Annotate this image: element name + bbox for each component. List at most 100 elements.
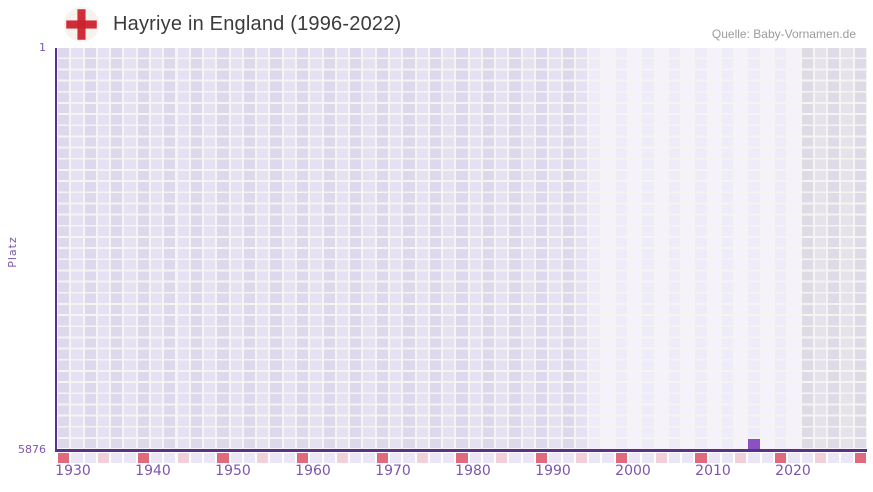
grid-column: [204, 48, 216, 450]
grid-column: [257, 48, 269, 450]
grid-column: [150, 48, 163, 450]
grid-column: [389, 48, 402, 450]
x-tick-label: 1950: [215, 463, 251, 479]
timeline-cell: [283, 453, 295, 463]
timeline-cell: [668, 453, 681, 463]
timeline-major-mark: [775, 453, 787, 463]
grid-column: [297, 48, 309, 450]
grid-column: [602, 48, 614, 450]
grid-column: [97, 48, 110, 450]
grid-column: [190, 48, 203, 450]
grid-column: [469, 48, 481, 450]
timeline-cell: [602, 453, 614, 463]
grid-column: [828, 48, 840, 450]
timeline-cell: [562, 453, 574, 463]
grid-column: [854, 48, 866, 450]
grid-column: [376, 48, 388, 450]
timeline-minor-mark: [496, 453, 508, 463]
timeline-cell: [761, 453, 774, 463]
grid-column: [814, 48, 827, 450]
timeline-major-mark: [456, 453, 468, 463]
grid-column: [429, 48, 442, 450]
timeline-cell: [310, 453, 322, 463]
timeline-cell: [628, 453, 641, 463]
grid-column: [748, 48, 760, 450]
timeline-minor-mark: [177, 453, 189, 463]
timeline-cell: [363, 453, 375, 463]
y-tick-bottom: 5876: [18, 443, 46, 456]
grid-column: [270, 48, 282, 450]
grid-column: [536, 48, 548, 450]
grid-column: [682, 48, 694, 450]
grid-column: [775, 48, 787, 450]
timeline-cell: [403, 453, 415, 463]
x-tick-label: 1970: [375, 463, 411, 479]
x-tick-labels: 1930 1940 1950 1960 1970 1980 1990 2000 2010 2020: [0, 463, 873, 483]
grid-column: [243, 48, 256, 450]
grid-column: [137, 48, 149, 450]
grid-column: [124, 48, 136, 450]
timeline-cell: [71, 453, 83, 463]
timeline-major-mark: [217, 453, 229, 463]
grid-column: [310, 48, 322, 450]
grid-column: [283, 48, 295, 450]
grid-column: [71, 48, 83, 450]
grid-column: [801, 48, 813, 450]
grid-column: [496, 48, 508, 450]
timeline-cell: [801, 453, 813, 463]
grid-column: [416, 48, 428, 450]
grid-column: [323, 48, 335, 450]
timeline-major-mark: [297, 453, 309, 463]
timeline-cell: [469, 453, 481, 463]
timeline-strip: [57, 453, 867, 463]
grid-column: [403, 48, 415, 450]
grid-column: [788, 48, 800, 450]
timeline-cell: [84, 453, 96, 463]
timeline-cell: [323, 453, 335, 463]
timeline-cell: [164, 453, 176, 463]
x-tick-label: 2010: [695, 463, 731, 479]
x-tick-label: 1960: [295, 463, 331, 479]
timeline-cell: [111, 453, 123, 463]
grid-column: [363, 48, 375, 450]
grid-column: [177, 48, 189, 450]
timeline-major-mark: [536, 453, 548, 463]
timeline-cell: [482, 453, 495, 463]
grid-column: [655, 48, 667, 450]
x-tick-label: 1990: [535, 463, 571, 479]
x-tick-label: 1980: [455, 463, 491, 479]
timeline-minor-mark: [97, 453, 110, 463]
timeline-cell: [589, 453, 601, 463]
timeline-cell: [350, 453, 362, 463]
grid-column: [695, 48, 707, 450]
timeline-cell: [708, 453, 720, 463]
grid-column: [443, 48, 455, 450]
y-tick-top: 1: [39, 41, 46, 54]
timeline-cell: [150, 453, 163, 463]
grid-column: [509, 48, 521, 450]
timeline-minor-mark: [655, 453, 667, 463]
y-axis-label: Platz: [6, 236, 19, 268]
timeline-cell: [443, 453, 455, 463]
timeline-major-mark: [854, 453, 866, 463]
timeline-minor-mark: [416, 453, 428, 463]
timeline-cell: [389, 453, 402, 463]
chart-title: Hayriye in England (1996-2022): [113, 13, 402, 35]
timeline-major-mark: [615, 453, 627, 463]
timeline-cell: [788, 453, 800, 463]
grid-column: [164, 48, 176, 450]
grid-column: [84, 48, 96, 450]
x-tick-label: 1940: [135, 463, 171, 479]
timeline-cell: [721, 453, 734, 463]
grid-column: [589, 48, 601, 450]
timeline-cell: [642, 453, 654, 463]
grid-column: [217, 48, 229, 450]
grid-column: [721, 48, 734, 450]
source-credit: Quelle: Baby-Vornamen.de: [711, 27, 856, 41]
timeline-minor-mark: [735, 453, 747, 463]
grid-column: [841, 48, 853, 450]
grid-column: [111, 48, 123, 450]
timeline-major-mark: [137, 453, 149, 463]
timeline-cell: [549, 453, 561, 463]
